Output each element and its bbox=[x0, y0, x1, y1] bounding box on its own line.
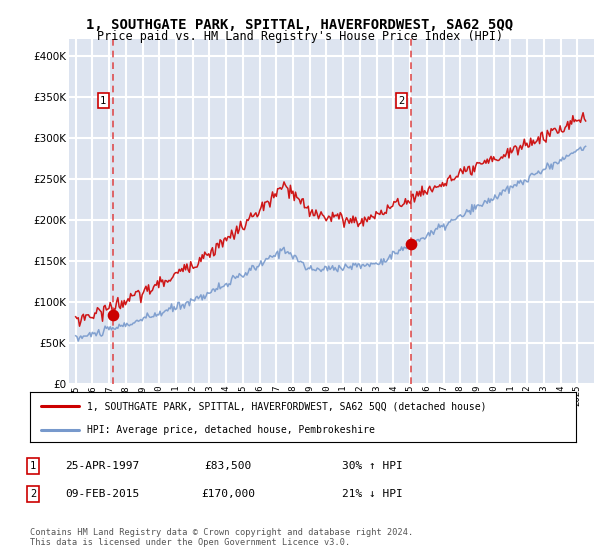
Text: 21% ↓ HPI: 21% ↓ HPI bbox=[341, 489, 403, 499]
Text: HPI: Average price, detached house, Pembrokeshire: HPI: Average price, detached house, Pemb… bbox=[88, 425, 375, 435]
Point bbox=[407, 240, 416, 249]
Text: £170,000: £170,000 bbox=[201, 489, 255, 499]
Point bbox=[109, 311, 118, 320]
Text: 30% ↑ HPI: 30% ↑ HPI bbox=[341, 461, 403, 471]
Text: 2: 2 bbox=[398, 96, 404, 106]
Text: 2: 2 bbox=[30, 489, 36, 499]
Text: Price paid vs. HM Land Registry's House Price Index (HPI): Price paid vs. HM Land Registry's House … bbox=[97, 30, 503, 43]
Text: 1, SOUTHGATE PARK, SPITTAL, HAVERFORDWEST, SA62 5QQ (detached house): 1, SOUTHGATE PARK, SPITTAL, HAVERFORDWES… bbox=[88, 401, 487, 411]
Text: 25-APR-1997: 25-APR-1997 bbox=[65, 461, 139, 471]
Text: £83,500: £83,500 bbox=[205, 461, 251, 471]
Text: 1, SOUTHGATE PARK, SPITTAL, HAVERFORDWEST, SA62 5QQ: 1, SOUTHGATE PARK, SPITTAL, HAVERFORDWES… bbox=[86, 18, 514, 32]
Text: 1: 1 bbox=[100, 96, 106, 106]
Text: 09-FEB-2015: 09-FEB-2015 bbox=[65, 489, 139, 499]
Text: Contains HM Land Registry data © Crown copyright and database right 2024.
This d: Contains HM Land Registry data © Crown c… bbox=[30, 528, 413, 547]
Text: 1: 1 bbox=[30, 461, 36, 471]
